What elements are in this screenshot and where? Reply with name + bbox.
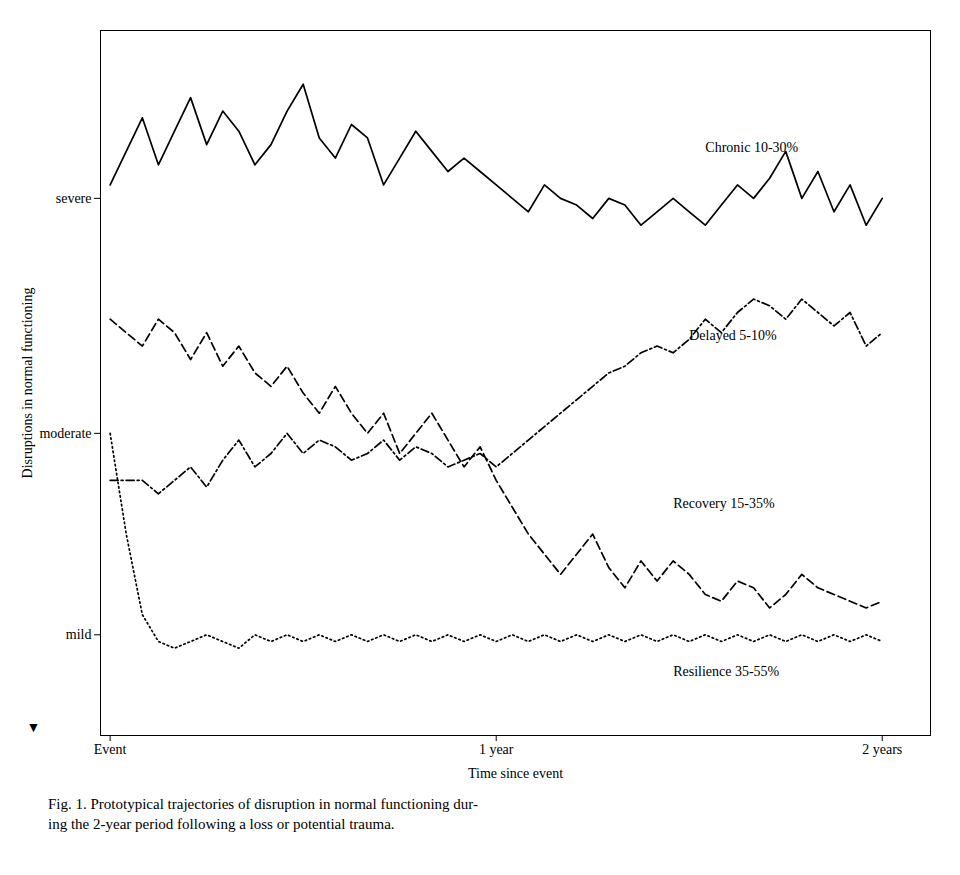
svg-text:2 years: 2 years — [862, 742, 902, 757]
svg-text:Event: Event — [94, 742, 127, 757]
svg-text:▼: ▼ — [27, 720, 41, 735]
html-text:Fig. 1. Prototypical trajector: Fig. 1. Prototypical trajectories of dis… — [48, 796, 478, 812]
svg-text:severe: severe — [56, 191, 92, 206]
svg-text:Time since event: Time since event — [468, 766, 563, 781]
html-text:ing the 2-year period followin: ing the 2-year period following a loss o… — [48, 816, 395, 833]
svg-text:Delayed 5-10%: Delayed 5-10% — [689, 328, 777, 343]
svg-text:moderate: moderate — [39, 426, 91, 441]
svg-text:Recovery 15-35%: Recovery 15-35% — [673, 496, 775, 511]
svg-text:Resilience 35-55%: Resilience 35-55% — [673, 664, 779, 679]
svg-text:1 year: 1 year — [479, 742, 514, 757]
svg-text:mild: mild — [66, 627, 92, 642]
svg-text:Disruptions in normal function: Disruptions in normal functioning — [20, 288, 35, 479]
svg-text:Chronic 10-30%: Chronic 10-30% — [705, 140, 798, 155]
